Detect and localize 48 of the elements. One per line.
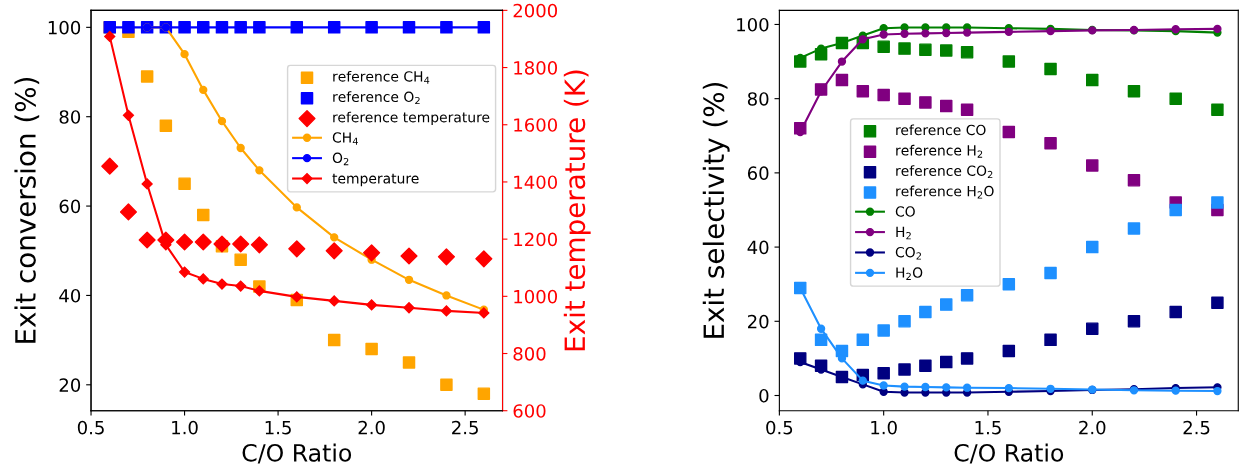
legend-label: O$_{2}$ xyxy=(332,152,349,166)
y-tick-label: 20 xyxy=(748,314,769,329)
legend-label: reference O$_{2}$ xyxy=(333,91,420,105)
y-tick-label: 60 xyxy=(59,199,81,214)
x-tick-label: 1.0 xyxy=(172,420,198,435)
x-tick-label: 1.0 xyxy=(871,420,897,435)
y2-axis-title: Exit temperature (K) xyxy=(563,70,591,351)
y2-tick-label: 1200 xyxy=(514,232,558,247)
y2-tick-label: 1800 xyxy=(514,61,558,75)
legend-label: H$_{2}$O xyxy=(896,267,923,280)
legend-label: reference temperature xyxy=(333,111,490,126)
y-tick-label: 0 xyxy=(759,388,769,403)
x-tick-label: 1.5 xyxy=(265,420,291,435)
legend-label: H$_{2}$ xyxy=(896,226,911,240)
y2-tick-label: 1400 xyxy=(514,175,558,190)
y-tick-label: 20 xyxy=(59,378,81,392)
legend-label: CO$_{2}$ xyxy=(895,246,921,260)
y-tick-label: 80 xyxy=(59,110,81,124)
x-tick-label: 2.0 xyxy=(1079,420,1106,435)
y-tick-label: 40 xyxy=(747,240,769,255)
y-tick-label: 100 xyxy=(48,20,81,35)
x-axis-title: C/O Ratio xyxy=(954,443,1064,464)
x-tick-label: 2.0 xyxy=(358,420,385,435)
legend-label: reference H$_{2}$O xyxy=(896,185,994,199)
x-tick-label: 1.5 xyxy=(975,420,1001,435)
y-tick-label: 40 xyxy=(59,288,81,303)
y2-tick-label: 1600 xyxy=(514,118,558,132)
legend-label: temperature xyxy=(332,173,419,187)
y2-tick-label: 2000 xyxy=(513,3,558,18)
legend-label: reference CH$_{4}$ xyxy=(333,70,430,84)
legend-label: reference CO xyxy=(896,124,986,136)
legend-label: CO xyxy=(895,206,915,217)
legend-label: reference H$_{2}$ xyxy=(896,144,983,158)
legend-label: reference CO$_{2}$ xyxy=(896,165,993,179)
y-tick-label: 80 xyxy=(747,92,769,106)
x-axis-title: C/O Ratio xyxy=(242,443,352,464)
y2-tick-label: 1000 xyxy=(514,289,558,304)
y-axis-title: Exit selectivity (%) xyxy=(702,82,730,338)
y-tick-label: 100 xyxy=(737,17,769,32)
x-tick-label: 2.5 xyxy=(1183,420,1210,435)
y-axis-title: Exit conversion (%) xyxy=(14,77,40,343)
x-tick-label: 0.5 xyxy=(77,420,104,435)
y2-tick-label: 600 xyxy=(513,404,546,418)
legend-label: CH$_{4}$ xyxy=(332,132,358,145)
y2-tick-label: 800 xyxy=(513,346,546,361)
x-tick-label: 0.5 xyxy=(766,420,793,435)
y-tick-label: 60 xyxy=(747,166,769,180)
x-tick-label: 2.5 xyxy=(452,420,478,435)
